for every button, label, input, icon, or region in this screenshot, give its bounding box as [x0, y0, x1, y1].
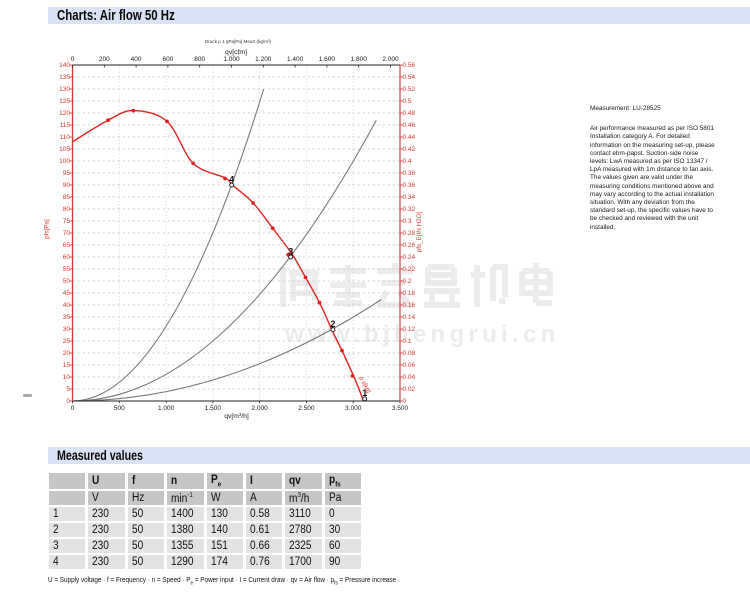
svg-text:500: 500 — [114, 405, 125, 412]
svg-text:0.1: 0.1 — [403, 338, 412, 345]
svg-text:3.500: 3.500 — [392, 405, 409, 412]
svg-text:0.48: 0.48 — [403, 110, 416, 117]
svg-text:0.28: 0.28 — [403, 230, 416, 237]
svg-text:105: 105 — [59, 146, 70, 153]
svg-text:1.000: 1.000 — [223, 56, 240, 63]
svg-text:0.16: 0.16 — [403, 302, 416, 309]
svg-text:200: 200 — [99, 56, 110, 63]
svg-text:0: 0 — [66, 398, 70, 405]
svg-text:0.46: 0.46 — [403, 122, 416, 129]
svg-text:120: 120 — [59, 110, 70, 117]
svg-text:0.26: 0.26 — [403, 242, 416, 249]
svg-text:1.500: 1.500 — [205, 405, 222, 412]
svg-text:0.34: 0.34 — [403, 194, 416, 201]
svg-text:0.18: 0.18 — [403, 290, 416, 297]
svg-text:0.04: 0.04 — [403, 374, 416, 381]
svg-text:600: 600 — [162, 56, 173, 63]
svg-text:1: 1 — [362, 388, 367, 398]
svg-text:0: 0 — [71, 405, 75, 412]
svg-text:pfs_E[IN H2O]: pfs_E[IN H2O] — [416, 211, 423, 252]
svg-text:0.24: 0.24 — [403, 254, 416, 261]
svg-text:30: 30 — [63, 326, 71, 333]
svg-text:0.52: 0.52 — [403, 86, 416, 93]
svg-text:0.08: 0.08 — [403, 350, 416, 357]
svg-text:0.56: 0.56 — [403, 62, 416, 69]
svg-text:qv[m³/h]: qv[m³/h] — [224, 413, 249, 420]
svg-text:115: 115 — [60, 122, 71, 129]
svg-text:65: 65 — [63, 242, 71, 249]
svg-text:3.000: 3.000 — [345, 405, 362, 412]
svg-text:0.22: 0.22 — [403, 266, 416, 273]
svg-text:75: 75 — [63, 218, 71, 225]
svg-text:40: 40 — [63, 302, 71, 309]
svg-text:0.5: 0.5 — [403, 98, 412, 105]
svg-text:400: 400 — [131, 56, 142, 63]
svg-text:qv[cfm]: qv[cfm] — [225, 49, 247, 56]
svg-text:90: 90 — [63, 182, 71, 189]
svg-text:1.800: 1.800 — [351, 56, 368, 63]
svg-text:135: 135 — [59, 74, 70, 81]
svg-text:50: 50 — [63, 278, 71, 285]
svg-text:0.38: 0.38 — [403, 170, 416, 177]
svg-text:Druck ρ 1 qPa[Pa] Meurt (kg/m³: Druck ρ 1 qPa[Pa] Meurt (kg/m³) — [205, 39, 272, 44]
svg-text:0: 0 — [403, 398, 407, 405]
svg-text:0.2: 0.2 — [403, 278, 412, 285]
svg-text:0.44: 0.44 — [403, 134, 416, 141]
svg-text:80: 80 — [63, 206, 71, 213]
svg-text:2: 2 — [330, 319, 335, 329]
svg-text:70: 70 — [63, 230, 71, 237]
svg-text:140: 140 — [59, 62, 70, 69]
svg-text:20: 20 — [63, 350, 71, 357]
svg-text:4: 4 — [229, 174, 234, 184]
svg-text:2.000: 2.000 — [251, 405, 268, 412]
svg-text:1.400: 1.400 — [287, 56, 304, 63]
svg-text:0.06: 0.06 — [403, 362, 416, 369]
svg-text:0.02: 0.02 — [403, 386, 416, 393]
svg-text:0.4: 0.4 — [403, 158, 412, 165]
svg-text:pfs[Pa]: pfs[Pa] — [44, 219, 51, 239]
svg-text:0.36: 0.36 — [403, 182, 416, 189]
svg-text:0.54: 0.54 — [403, 74, 416, 81]
svg-text:110: 110 — [60, 134, 71, 141]
svg-text:130: 130 — [59, 86, 70, 93]
svg-text:2.500: 2.500 — [298, 405, 315, 412]
svg-text:800: 800 — [194, 56, 205, 63]
svg-text:25: 25 — [63, 338, 71, 345]
svg-text:0.3: 0.3 — [403, 218, 412, 225]
svg-text:2.000: 2.000 — [382, 56, 399, 63]
svg-text:1.600: 1.600 — [319, 56, 336, 63]
svg-text:0.32: 0.32 — [403, 206, 416, 213]
svg-text:1.200: 1.200 — [255, 56, 272, 63]
svg-text:0: 0 — [71, 56, 75, 63]
svg-text:3: 3 — [288, 246, 293, 256]
svg-text:100: 100 — [59, 158, 70, 165]
svg-text:10: 10 — [63, 374, 71, 381]
svg-text:45: 45 — [63, 290, 71, 297]
svg-text:95: 95 — [63, 170, 71, 177]
svg-text:15: 15 — [63, 362, 71, 369]
svg-text:0.14: 0.14 — [403, 314, 416, 321]
svg-text:0.12: 0.12 — [403, 326, 416, 333]
svg-text:60: 60 — [63, 254, 71, 261]
svg-text:125: 125 — [59, 98, 70, 105]
svg-text:0.42: 0.42 — [403, 146, 416, 153]
svg-text:55: 55 — [63, 266, 71, 273]
svg-text:5: 5 — [66, 386, 70, 393]
svg-text:1.000: 1.000 — [158, 405, 175, 412]
svg-text:85: 85 — [63, 194, 71, 201]
svg-text:35: 35 — [63, 314, 71, 321]
